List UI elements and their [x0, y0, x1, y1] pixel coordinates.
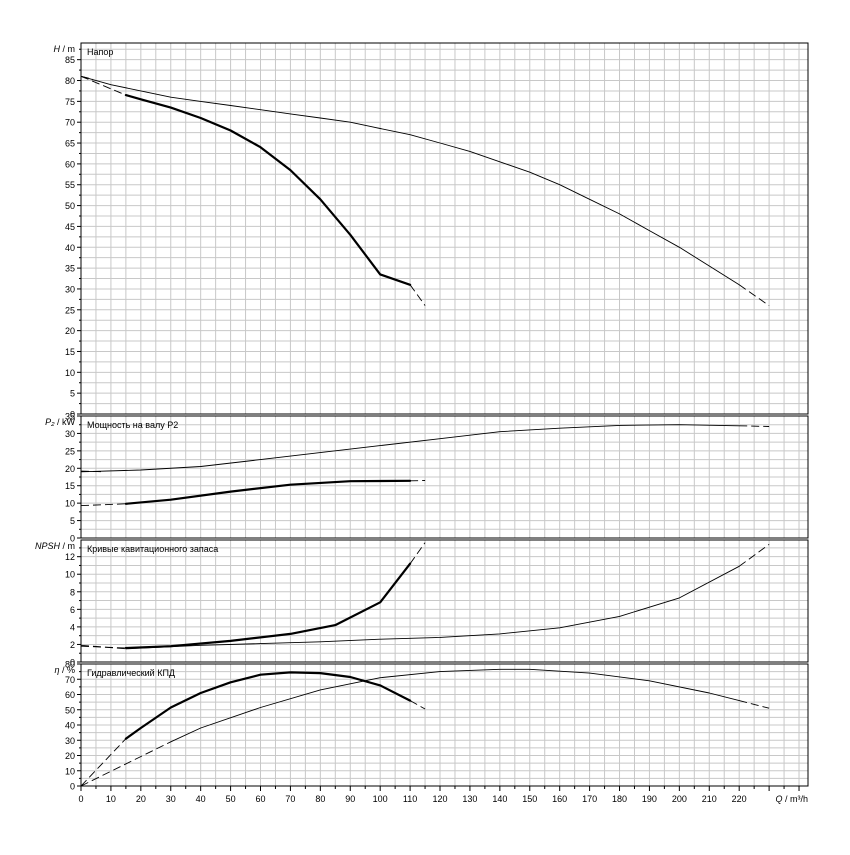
y-tick-label: 10: [65, 766, 75, 776]
x-tick-label: 50: [226, 794, 236, 804]
series-extrapolation-end: [739, 426, 769, 427]
y-tick-label: 6: [70, 605, 75, 615]
y-tick-label: 70: [65, 675, 75, 685]
series-extrapolation-start: [81, 645, 126, 649]
y-tick-label: 60: [65, 690, 75, 700]
x-tick-label: 100: [373, 794, 388, 804]
x-tick-label: 190: [642, 794, 657, 804]
x-tick-label: 140: [492, 794, 507, 804]
series-extrapolation-start: [81, 76, 126, 95]
x-tick-label: 60: [255, 794, 265, 804]
y-tick-label: 45: [65, 222, 75, 232]
x-tick-label: 170: [582, 794, 597, 804]
y-tick-label: 50: [65, 201, 75, 211]
panel-frame: [81, 43, 808, 414]
series-line: [126, 481, 410, 504]
x-tick-label: 130: [462, 794, 477, 804]
panel-title: Мощность на валу P2: [87, 420, 178, 430]
panel-title: Гидравлический КПД: [87, 668, 175, 678]
series-head-thick: [81, 76, 425, 305]
y-tick-label: 75: [65, 97, 75, 107]
y-tick-label: 20: [65, 326, 75, 336]
y-tick-label: 85: [65, 55, 75, 65]
y-tick-label: 30: [65, 284, 75, 294]
y-axis-label: P₂ / kW: [45, 417, 75, 427]
panel-title: Кривые кавитационного запаса: [87, 544, 218, 554]
series-line: [126, 566, 739, 649]
x-tick-label: 220: [732, 794, 747, 804]
y-tick-label: 8: [70, 587, 75, 597]
y-tick-label: 55: [65, 180, 75, 190]
y-tick-label: 15: [65, 481, 75, 491]
x-tick-label: 90: [345, 794, 355, 804]
y-axis-label: NPSH / m: [35, 541, 75, 551]
series-line: [126, 95, 410, 285]
x-axis: 0 10 20 30 40 50 60 70 80 90 100 110 120 130 140 150 160…: [78, 786, 808, 804]
series-power-thick: [81, 481, 425, 506]
x-axis-label: Q / m³/h: [775, 794, 808, 804]
x-tick-label: 20: [136, 794, 146, 804]
y-tick-label: 65: [65, 139, 75, 149]
y-tick-label: 5: [70, 516, 75, 526]
x-tick-label: 80: [315, 794, 325, 804]
x-tick-label: 120: [432, 794, 447, 804]
x-tick-label: 160: [552, 794, 567, 804]
series-extrapolation-start: [81, 739, 126, 786]
y-tick-label: 35: [65, 264, 75, 274]
y-tick-label: 4: [70, 622, 75, 632]
y-tick-label: 5: [70, 389, 75, 399]
y-axis-label: η / %: [54, 665, 75, 675]
x-tick-label: 210: [702, 794, 717, 804]
y-tick-label: 30: [65, 736, 75, 746]
y-tick-label: 30: [65, 429, 75, 439]
y-tick-label: 40: [65, 243, 75, 253]
x-tick-label: 10: [106, 794, 116, 804]
x-tick-label: 180: [612, 794, 627, 804]
y-tick-label: 10: [65, 499, 75, 509]
y-tick-label: 20: [65, 751, 75, 761]
x-tick-label: 200: [672, 794, 687, 804]
y-tick-label: 15: [65, 347, 75, 357]
x-tick-label: 110: [403, 794, 417, 804]
y-tick-label: 80: [65, 76, 75, 86]
y-tick-label: 50: [65, 705, 75, 715]
y-tick-label: 20: [65, 464, 75, 474]
x-tick-label: 0: [78, 794, 83, 804]
x-tick-label: 30: [166, 794, 176, 804]
y-tick-label: 60: [65, 159, 75, 169]
y-tick-label: 2: [70, 640, 75, 650]
y-tick-label: 25: [65, 446, 75, 456]
series-extrapolation-start: [81, 504, 126, 506]
x-tick-label: 70: [285, 794, 295, 804]
series-efficiency-thick: [81, 672, 425, 786]
y-tick-label: 0: [70, 782, 75, 792]
y-axis-label: H / m: [54, 44, 76, 54]
y-tick-label: 70: [65, 118, 75, 128]
series-extrapolation-end: [410, 285, 425, 306]
y-tick-label: 25: [65, 305, 75, 315]
panel-title: Напор: [87, 47, 113, 57]
x-tick-label: 40: [196, 794, 206, 804]
y-tick-label: 10: [65, 368, 75, 378]
series-npsh-thick: [81, 543, 425, 648]
y-tick-label: 10: [65, 570, 75, 580]
y-tick-label: 40: [65, 721, 75, 731]
series-extrapolation-start: [81, 646, 126, 648]
y-tick-label: 12: [65, 552, 75, 562]
series-extrapolation-end: [410, 543, 425, 564]
x-tick-label: 150: [522, 794, 537, 804]
